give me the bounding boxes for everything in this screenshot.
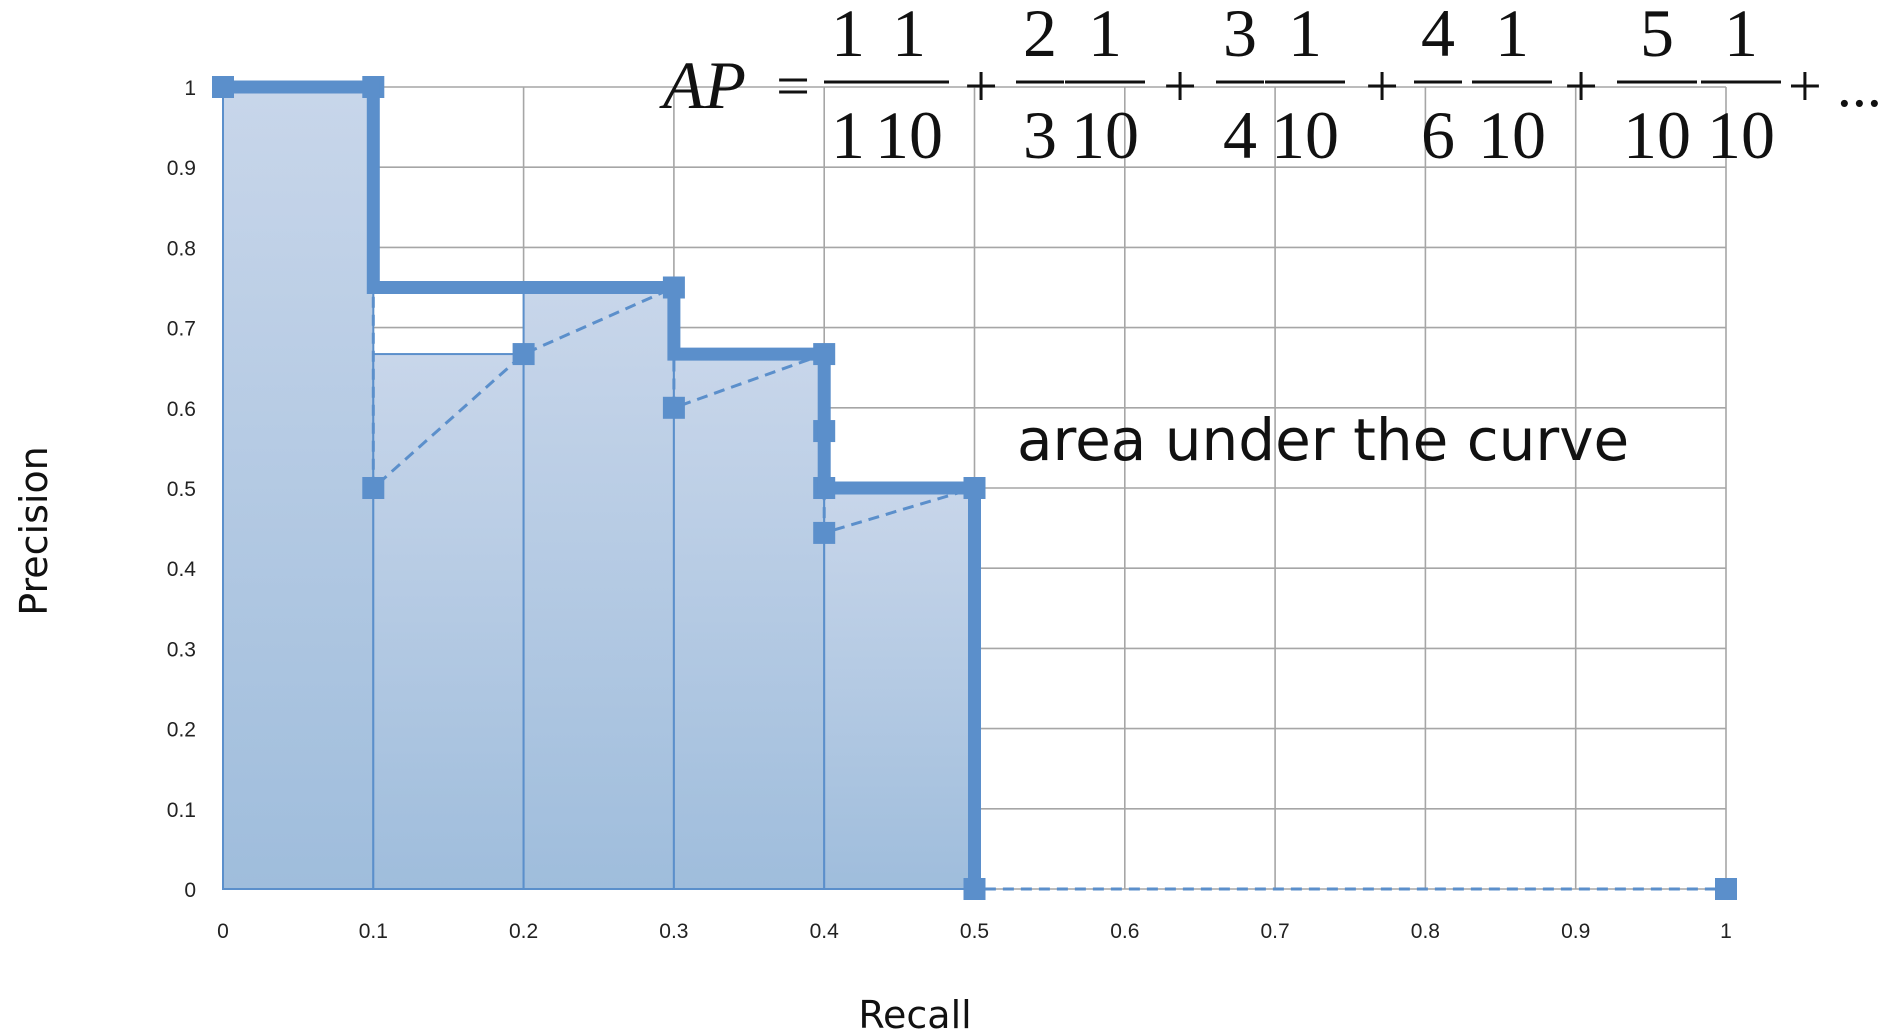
fraction-denominator: 10 <box>1071 97 1139 173</box>
fraction-denominator: 10 <box>875 97 943 173</box>
y-tick-label: 0 <box>184 879 196 902</box>
x-tick-label: 0.5 <box>960 920 989 943</box>
x-tick-label: 0 <box>217 920 229 943</box>
x-tick-label: 0.8 <box>1411 920 1440 943</box>
fraction-numerator: 1 <box>831 0 865 71</box>
equation-lhs: AP <box>659 47 746 123</box>
plus-sign: + <box>964 53 998 119</box>
area-under-curve <box>222 86 976 891</box>
y-tick-label: 0.4 <box>167 558 197 581</box>
fraction-numerator: 1 <box>892 0 926 71</box>
fraction-denominator: 10 <box>1707 97 1775 173</box>
fraction-denominator: 10 <box>1271 97 1339 173</box>
x-tick-label: 1 <box>1720 920 1732 943</box>
area-bar <box>823 487 976 890</box>
x-tick-label: 0.3 <box>659 920 688 943</box>
x-tick-label: 0.6 <box>1110 920 1139 943</box>
x-tick-label: 0.1 <box>359 920 388 943</box>
x-tick-label: 0.2 <box>509 920 538 943</box>
y-tick-label: 0.5 <box>167 478 196 501</box>
fraction-numerator: 4 <box>1421 0 1455 71</box>
x-tick-label: 0.4 <box>810 920 840 943</box>
area-bar <box>222 86 375 890</box>
y-tick-label: 1 <box>184 77 196 100</box>
step-envelope-line <box>216 80 981 896</box>
data-point-marker <box>1715 878 1737 900</box>
fraction-denominator: 4 <box>1223 97 1257 173</box>
y-tick-label: 0.9 <box>167 157 196 180</box>
fraction-numerator: 1 <box>1088 0 1122 71</box>
area-bar <box>522 286 675 890</box>
fraction-numerator: 2 <box>1023 0 1057 71</box>
x-tick-label: 0.9 <box>1561 920 1590 943</box>
fraction-numerator: 3 <box>1223 0 1257 71</box>
fraction-denominator: 3 <box>1023 97 1057 173</box>
data-point-marker <box>362 477 385 499</box>
y-tick-label: 0.1 <box>167 799 196 822</box>
fraction-denominator: 6 <box>1421 97 1455 173</box>
area-bar <box>672 353 826 891</box>
equation-equals-sign: = <box>776 53 810 119</box>
y-axis-title: Precision <box>12 446 56 616</box>
plus-sign: + <box>1564 53 1598 119</box>
fraction-denominator: 1 <box>831 97 865 173</box>
y-tick-label: 0.8 <box>167 237 196 260</box>
plus-sign: + <box>1365 53 1399 119</box>
fraction-denominator: 10 <box>1623 97 1691 173</box>
data-point-marker <box>662 396 685 419</box>
data-point-marker <box>813 521 836 544</box>
area-under-curve-annotation: area under the curve <box>1017 406 1629 474</box>
fraction-numerator: 1 <box>1495 0 1529 71</box>
equation-tail: + ... <box>1788 53 1882 119</box>
fraction-numerator: 1 <box>1288 0 1322 71</box>
area-bar <box>372 353 525 891</box>
fraction-numerator: 5 <box>1640 0 1674 71</box>
y-tick-label: 0.2 <box>167 719 196 742</box>
y-tick-label: 0.7 <box>167 318 196 341</box>
average-precision-equation: AP =11110+23110+34110+46110+510110+ ... <box>659 0 1882 173</box>
interpolated-step-curve <box>216 80 981 896</box>
plus-sign: + <box>1163 53 1197 119</box>
axis-ticks: 0 0.1 0.2 0.3 0.4 0.5 0.6 0.7 0.8 0.9 100.10.20.30… <box>167 77 1732 943</box>
y-tick-label: 0.3 <box>167 638 196 661</box>
x-tick-label: 0.7 <box>1260 920 1289 943</box>
data-point-marker <box>512 343 535 366</box>
fraction-denominator: 10 <box>1478 97 1546 173</box>
x-axis-title: Recall <box>858 993 971 1032</box>
fraction-numerator: 1 <box>1724 0 1758 71</box>
y-tick-label: 0.6 <box>167 398 196 421</box>
